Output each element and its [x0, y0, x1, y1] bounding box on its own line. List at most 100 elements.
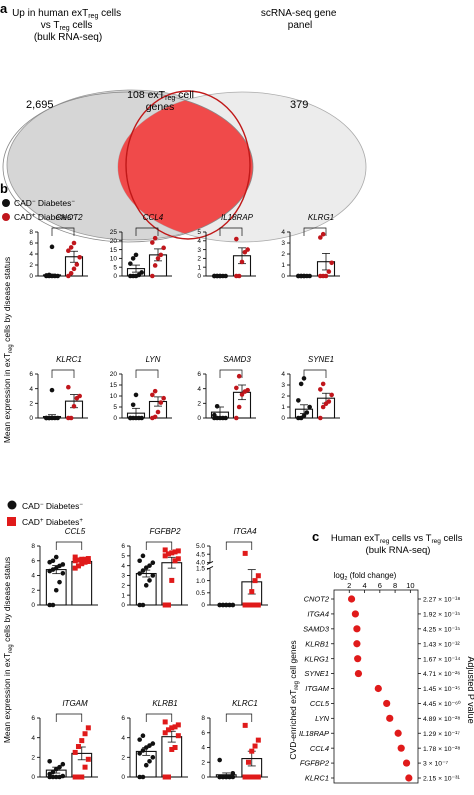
padj-label: 1.67 × 10⁻¹⁴ — [423, 656, 460, 663]
data-point — [137, 558, 142, 564]
data-point — [212, 412, 217, 418]
bar-case — [161, 736, 183, 778]
data-point — [165, 602, 171, 608]
bar-panel-title: FGFBP2 — [149, 527, 181, 536]
bar-panel-syne1: SYNE1 0 1 2 3 4 — [281, 355, 340, 422]
data-point — [298, 381, 304, 387]
data-point — [49, 387, 55, 393]
y-tick-label: 20 — [110, 238, 118, 245]
data-point — [223, 602, 229, 608]
y-tick-label: 4 — [281, 229, 285, 236]
data-point — [304, 410, 310, 415]
panel-a: a Up in human exTreg cells vs Treg cells… — [0, 1, 367, 243]
data-point — [75, 563, 81, 569]
data-point — [75, 774, 81, 780]
data-point — [239, 259, 245, 265]
axis-break-mark — [206, 566, 214, 570]
data-point — [137, 751, 142, 756]
significance-bracket — [135, 227, 159, 236]
gene-label: KLRG1 — [304, 654, 329, 663]
padj-label: 1.29 × 10⁻¹⁷ — [423, 731, 460, 738]
data-point — [301, 413, 307, 419]
data-point — [152, 263, 158, 268]
y-tick-label: 2 — [197, 401, 201, 408]
data-point — [161, 395, 166, 401]
data-point — [68, 245, 74, 250]
gene-label: CCL5 — [310, 699, 330, 708]
data-point — [71, 403, 77, 409]
data-point — [68, 415, 74, 421]
data-point — [60, 570, 66, 576]
data-point — [230, 771, 236, 776]
bar-panel-title: KLRG1 — [308, 213, 334, 222]
y-tick-label: 2 — [31, 587, 35, 594]
data-point — [133, 252, 139, 258]
y-tick-label: 3 — [197, 247, 201, 254]
data-point — [130, 256, 136, 261]
dot — [383, 699, 391, 708]
data-point — [55, 273, 60, 279]
y-tick-label: 8 — [29, 229, 33, 236]
data-point — [217, 602, 222, 608]
bar-panel-title: IL18RAP — [221, 213, 254, 222]
gene-label: CCL4 — [310, 744, 329, 753]
data-point — [137, 602, 142, 608]
data-point — [242, 602, 248, 608]
y-tick-label: 3 — [121, 573, 125, 580]
data-point — [143, 583, 149, 588]
y-tick-label: 5 — [113, 264, 117, 271]
y-tick-label: 2 — [31, 755, 35, 762]
data-point — [66, 248, 71, 253]
data-point — [255, 737, 261, 743]
data-point — [79, 561, 85, 567]
bar-panel-cnot2: CNOT2 0 2 4 6 8 — [29, 213, 88, 280]
data-point — [155, 256, 161, 261]
y-tick-label: 0 — [197, 273, 201, 280]
data-point — [140, 774, 146, 780]
data-point — [55, 415, 60, 421]
bar-panel-klrc1: KLRC1 0 2 4 6 8 — [201, 699, 268, 781]
y-tick-label: 4.0 — [196, 560, 205, 567]
data-point — [53, 587, 59, 593]
data-point — [150, 741, 156, 746]
data-point — [307, 273, 312, 279]
y-tick-label: 4 — [31, 735, 35, 742]
y-tick-label: 0 — [121, 602, 125, 609]
data-point — [252, 774, 258, 780]
y-tick-label: 2 — [281, 251, 285, 258]
ylabel-bottom: Mean expression in exTreg cells by disea… — [2, 557, 14, 743]
gene-label: KLRC1 — [305, 774, 329, 783]
y-tick-label: 6 — [31, 715, 35, 722]
data-point — [175, 548, 181, 554]
data-point — [137, 737, 142, 742]
bar-panel-title: SYNE1 — [308, 355, 334, 364]
data-point — [137, 774, 142, 780]
legend-bottom-label-2: CAD+ Diabetes+ — [22, 517, 83, 527]
y-tick-label: 4 — [121, 735, 125, 742]
venn-left-count: 2,695 — [26, 99, 54, 111]
data-point — [255, 602, 261, 608]
y-tick-label: 5 — [121, 553, 125, 560]
data-point — [139, 270, 144, 275]
bar-panel-title: CCL5 — [65, 527, 86, 536]
data-point — [234, 415, 239, 421]
gene-label: FGFBP2 — [300, 759, 330, 768]
legend-top-label-1: CAD− Diabetes− — [14, 198, 75, 208]
dot — [354, 655, 362, 663]
data-point — [165, 551, 171, 557]
significance-bracket — [145, 541, 173, 550]
data-point — [230, 602, 236, 608]
data-point — [57, 764, 62, 770]
data-point — [68, 270, 74, 276]
bar-panel-title: SAMD3 — [223, 355, 251, 364]
data-point — [249, 589, 255, 595]
y-tick-label: 6 — [201, 730, 205, 737]
y-tick-label: 0 — [113, 415, 117, 422]
data-point — [220, 602, 226, 608]
x-tick-label: 10 — [406, 581, 414, 590]
data-point — [242, 550, 248, 556]
data-point — [57, 579, 62, 585]
panel-b-label: b — [0, 181, 8, 196]
data-point — [47, 602, 52, 608]
